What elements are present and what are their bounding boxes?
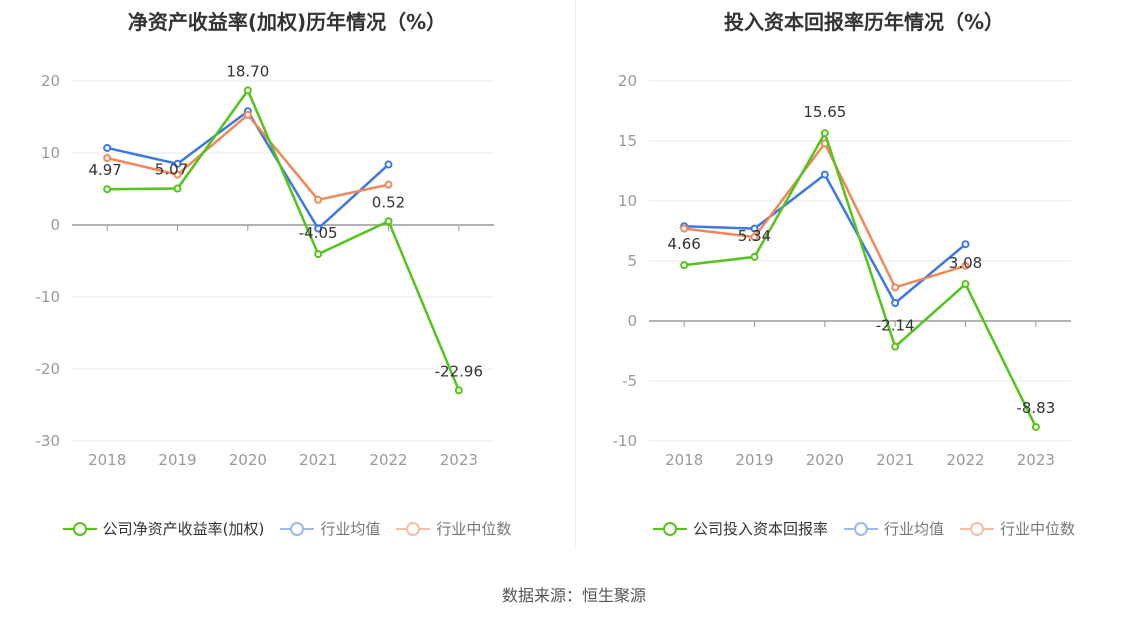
x-tick-label: 2021	[876, 451, 914, 469]
data-point	[103, 143, 112, 152]
legend-label: 行业中位数	[436, 520, 512, 538]
x-tick-label: 2020	[229, 451, 267, 469]
data-label: 5.07	[155, 160, 188, 178]
y-tick-label: 20	[618, 72, 637, 90]
data-point	[314, 224, 323, 233]
data-label: -22.96	[435, 362, 483, 380]
data-point	[750, 233, 759, 241]
legend-item-industry-median[interactable]: 行业中位数	[960, 518, 1075, 539]
data-point	[750, 224, 759, 233]
data-point	[103, 154, 112, 163]
data-point	[454, 386, 463, 395]
data-label: 15.65	[803, 103, 846, 121]
data-point	[314, 195, 323, 204]
legend-label: 公司净资产收益率(加权)	[102, 520, 265, 538]
y-tick-label: 0	[50, 216, 60, 234]
data-point	[173, 159, 182, 168]
y-tick-label: -30	[36, 432, 61, 450]
legend-label: 行业中位数	[1000, 520, 1076, 538]
series-line	[684, 142, 966, 289]
y-tick-label: 5	[627, 252, 637, 270]
y-tick-label: 10	[618, 192, 637, 210]
y-tick-label: -5	[622, 372, 637, 390]
data-label: 4.66	[667, 235, 700, 253]
x-tick-label: 2022	[369, 451, 407, 469]
data-label: 0.52	[372, 193, 405, 211]
legend-label: 行业均值	[320, 520, 381, 538]
data-point	[891, 299, 900, 307]
data-label: 3.08	[949, 254, 982, 272]
data-point	[961, 280, 970, 289]
data-point	[173, 184, 182, 193]
legend-item-company[interactable]: 公司投入资本回报率	[652, 518, 828, 539]
legend-item-industry-mean[interactable]: 行业均值	[280, 518, 380, 539]
data-label: -4.05	[299, 224, 338, 242]
legend-line-icon	[396, 521, 431, 536]
series-line	[684, 173, 967, 305]
data-point	[103, 185, 112, 194]
data-label: 18.70	[226, 62, 269, 80]
roe-chart-panel: 净资产收益率(加权)历年情况（%） 20 10 0 -10 -20 -30 2018 2019…	[0, 0, 574, 560]
series-line	[107, 89, 460, 391]
legend-line-icon	[843, 521, 878, 536]
legend-line-icon	[960, 521, 994, 536]
legend-label: 公司投入资本回报率	[692, 520, 828, 538]
y-tick-label: 20	[41, 72, 60, 90]
legend-line-icon	[62, 521, 97, 536]
data-point	[173, 170, 182, 179]
data-point	[680, 224, 689, 233]
data-point	[680, 261, 689, 270]
series-line	[684, 131, 1037, 428]
y-tick-label: 10	[41, 144, 60, 162]
x-tick-label: 2020	[806, 451, 844, 469]
legend-item-industry-median[interactable]: 行业中位数	[396, 518, 511, 539]
chart-title: 投入资本回报率历年情况（%）	[723, 10, 1005, 34]
chart-legend: 公司净资产收益率(加权) 行业均值 行业中位数	[0, 518, 574, 539]
x-tick-label: 2023	[1017, 451, 1055, 469]
data-point	[891, 342, 900, 351]
data-label: 5.34	[738, 227, 771, 245]
x-tick-label: 2022	[946, 451, 984, 469]
legend-item-industry-mean[interactable]: 行业均值	[843, 518, 944, 539]
y-tick-label: -10	[613, 432, 638, 450]
x-tick-label: 2018	[665, 451, 703, 469]
data-point	[384, 180, 393, 189]
data-point	[820, 129, 829, 138]
data-point	[314, 250, 323, 259]
chart-title: 净资产收益率(加权)历年情况（%）	[127, 10, 447, 34]
data-point	[891, 283, 900, 292]
y-tick-label: 15	[618, 132, 637, 150]
data-source-note: 数据来源：恒生聚源	[501, 586, 646, 605]
data-point	[820, 170, 829, 179]
x-tick-label: 2019	[158, 451, 196, 469]
x-tick-label: 2023	[440, 451, 478, 469]
data-point	[243, 86, 252, 95]
y-tick-label: -10	[36, 288, 61, 306]
data-point	[384, 160, 393, 169]
roic-chart-panel: 投入资本回报率历年情况（%） 20 15 10 5 0 -5 -10 2018 2019 2020…	[577, 0, 1148, 560]
data-label: -2.14	[876, 317, 915, 335]
roic-line-chart: 20 15 10 5 0 -5 -10 2018 2019 2020 2021 2022 2023 4.6…	[613, 72, 1071, 469]
legend-line-icon	[280, 521, 315, 536]
data-label: 4.97	[88, 161, 121, 179]
legend-item-company[interactable]: 公司净资产收益率(加权)	[62, 518, 265, 539]
legend-label: 行业均值	[883, 520, 944, 538]
y-tick-label: 0	[627, 312, 637, 330]
x-tick-label: 2018	[88, 451, 126, 469]
series-line	[106, 109, 390, 230]
x-tick-label: 2021	[299, 451, 337, 469]
data-point	[384, 217, 393, 226]
data-point	[1031, 422, 1040, 431]
data-point	[750, 252, 759, 261]
panel-divider	[575, 0, 576, 550]
legend-line-icon	[652, 521, 687, 536]
data-label: -8.83	[1016, 399, 1055, 417]
y-tick-label: -20	[36, 360, 61, 378]
roe-line-chart: 20 10 0 -10 -20 -30 2018 2019 2020 2021 2022 2023 4.…	[36, 62, 494, 469]
x-tick-label: 2019	[735, 451, 773, 469]
data-point	[961, 261, 970, 270]
data-point	[243, 110, 252, 119]
data-point	[961, 240, 970, 249]
chart-legend: 公司投入资本回报率 行业均值 行业中位数	[577, 518, 1148, 539]
